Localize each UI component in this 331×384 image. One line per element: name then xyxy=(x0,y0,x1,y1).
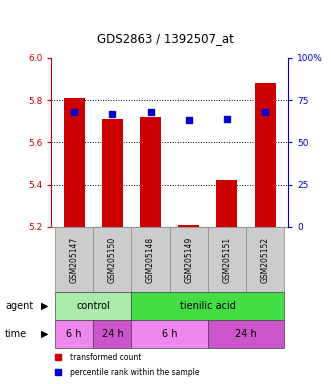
Bar xyxy=(216,180,237,227)
Text: GSM205150: GSM205150 xyxy=(108,237,117,283)
FancyBboxPatch shape xyxy=(208,227,246,292)
Text: ▶: ▶ xyxy=(40,329,48,339)
Bar xyxy=(140,117,161,227)
Text: 24 h: 24 h xyxy=(235,329,257,339)
Bar xyxy=(102,119,123,227)
Text: GSM205147: GSM205147 xyxy=(70,237,79,283)
FancyBboxPatch shape xyxy=(55,320,93,348)
Bar xyxy=(178,225,199,227)
Bar xyxy=(255,83,276,227)
Bar xyxy=(64,98,85,227)
Text: GSM205149: GSM205149 xyxy=(184,237,193,283)
FancyBboxPatch shape xyxy=(93,227,131,292)
Text: GSM205148: GSM205148 xyxy=(146,237,155,283)
Text: 6 h: 6 h xyxy=(162,329,177,339)
Text: GSM205152: GSM205152 xyxy=(260,237,269,283)
FancyBboxPatch shape xyxy=(55,292,131,320)
Text: GDS2863 / 1392507_at: GDS2863 / 1392507_at xyxy=(97,31,234,45)
Text: 24 h: 24 h xyxy=(102,329,123,339)
FancyBboxPatch shape xyxy=(131,320,208,348)
FancyBboxPatch shape xyxy=(55,227,93,292)
FancyBboxPatch shape xyxy=(208,320,284,348)
FancyBboxPatch shape xyxy=(131,227,169,292)
Text: transformed count: transformed count xyxy=(70,353,142,362)
Text: ▶: ▶ xyxy=(40,301,48,311)
Text: control: control xyxy=(76,301,110,311)
Text: tienilic acid: tienilic acid xyxy=(180,301,236,311)
Text: time: time xyxy=(5,329,27,339)
FancyBboxPatch shape xyxy=(246,227,284,292)
Text: percentile rank within the sample: percentile rank within the sample xyxy=(70,368,200,377)
FancyBboxPatch shape xyxy=(131,292,284,320)
FancyBboxPatch shape xyxy=(93,320,131,348)
Text: agent: agent xyxy=(5,301,33,311)
FancyBboxPatch shape xyxy=(169,227,208,292)
Text: GSM205151: GSM205151 xyxy=(222,237,231,283)
Text: 6 h: 6 h xyxy=(67,329,82,339)
